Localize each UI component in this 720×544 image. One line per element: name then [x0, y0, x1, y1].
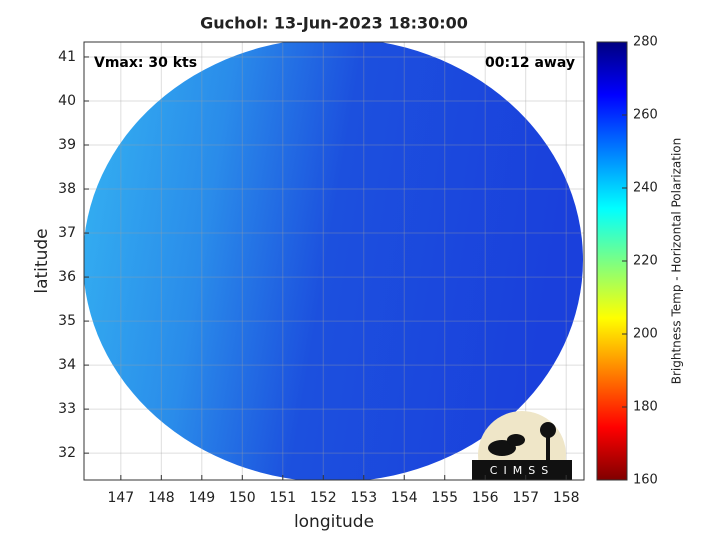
- x-tick-label: 151: [269, 490, 296, 506]
- logo: CIMSS: [472, 411, 572, 480]
- logo-text: CIMSS: [490, 464, 554, 477]
- x-tick-label: 147: [107, 490, 134, 506]
- x-tick-label: 149: [188, 490, 215, 506]
- x-tick-label: 154: [391, 490, 418, 506]
- annotation: 00:12 away: [485, 55, 575, 71]
- y-axis-label: latitude: [32, 228, 52, 293]
- y-tick-label: 40: [58, 93, 76, 109]
- y-tick-label: 38: [58, 181, 76, 197]
- colorbar-label: Brightness Temp - Horizontal Polarizatio…: [670, 138, 684, 385]
- y-tick-label: 37: [58, 225, 76, 241]
- colorbar-tick-label: 240: [633, 181, 658, 196]
- colorbar-tick-label: 220: [633, 254, 658, 269]
- x-tick-label: 148: [148, 490, 175, 506]
- colorbar-tick-label: 160: [633, 473, 658, 488]
- x-tick-label: 156: [472, 490, 499, 506]
- x-tick-label: 158: [553, 490, 580, 506]
- annotation: Vmax: 30 kts: [94, 55, 197, 71]
- axes-frame: [83, 41, 585, 481]
- y-tick-label: 34: [58, 357, 76, 373]
- x-tick-label: 150: [229, 490, 256, 506]
- x-tick-label: 157: [512, 490, 539, 506]
- x-axis-label: longitude: [294, 512, 374, 532]
- colorbar-tick-label: 260: [633, 108, 658, 123]
- x-tick-label: 155: [431, 490, 458, 506]
- y-tick-label: 32: [58, 445, 76, 461]
- colorbar-tick-label: 180: [633, 400, 658, 415]
- y-tick-label: 36: [58, 269, 76, 285]
- y-tick-label: 41: [58, 49, 76, 65]
- y-tick-label: 33: [58, 401, 76, 417]
- x-tick-label: 153: [350, 490, 377, 506]
- colorbar-tick-label: 280: [633, 35, 658, 50]
- x-tick-label: 152: [310, 490, 337, 506]
- chart-title: Guchol: 13-Jun-2023 18:30:00: [200, 14, 468, 33]
- y-tick-label: 39: [58, 137, 76, 153]
- satellite-swath: [84, 42, 583, 480]
- colorbar-tick-label: 200: [633, 327, 658, 342]
- y-tick-label: 35: [58, 313, 76, 329]
